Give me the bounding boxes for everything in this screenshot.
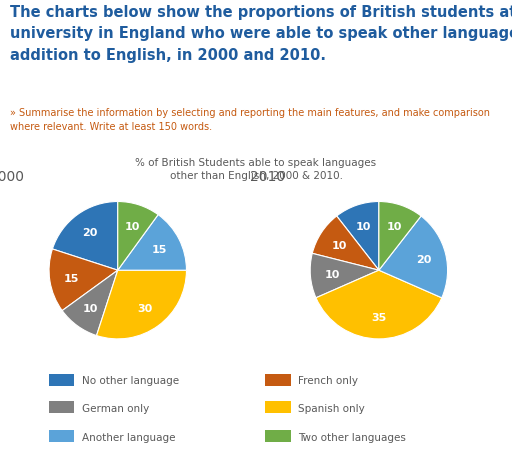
FancyBboxPatch shape: [49, 430, 74, 442]
Text: 10: 10: [387, 221, 402, 231]
Text: German only: German only: [82, 403, 149, 413]
FancyBboxPatch shape: [265, 374, 291, 386]
Text: 10: 10: [332, 240, 348, 250]
FancyBboxPatch shape: [49, 401, 74, 413]
Text: The charts below show the proportions of British students at one
university in E: The charts below show the proportions of…: [10, 5, 512, 63]
FancyBboxPatch shape: [265, 401, 291, 413]
Text: » Summarise the information by selecting and reporting the main features, and ma: » Summarise the information by selecting…: [10, 108, 490, 132]
Text: 30: 30: [138, 304, 153, 313]
Text: 35: 35: [371, 312, 387, 322]
Wedge shape: [118, 202, 158, 271]
Text: 10: 10: [325, 269, 340, 280]
Text: Another language: Another language: [82, 432, 175, 442]
Wedge shape: [62, 271, 118, 336]
Text: 15: 15: [64, 273, 79, 283]
Wedge shape: [316, 271, 442, 339]
Wedge shape: [118, 215, 186, 271]
Text: 10: 10: [82, 304, 98, 313]
Wedge shape: [52, 202, 118, 271]
Text: French only: French only: [298, 376, 358, 386]
Wedge shape: [337, 202, 379, 271]
FancyBboxPatch shape: [265, 430, 291, 442]
Wedge shape: [312, 216, 379, 271]
Text: 10: 10: [356, 221, 371, 231]
Text: 20: 20: [416, 254, 432, 264]
Text: Spanish only: Spanish only: [298, 403, 365, 413]
FancyBboxPatch shape: [49, 374, 74, 386]
Wedge shape: [310, 254, 379, 298]
Text: Two other languages: Two other languages: [298, 432, 406, 442]
Wedge shape: [379, 216, 447, 298]
Text: No other language: No other language: [82, 376, 179, 386]
Text: 10: 10: [124, 221, 140, 231]
Title: 2010: 2010: [250, 170, 285, 184]
Text: % of British Students able to speak languages
other than English, 2000 & 2010.: % of British Students able to speak lang…: [136, 158, 376, 181]
Text: 20: 20: [82, 228, 98, 238]
Title: 2000: 2000: [0, 170, 24, 184]
Wedge shape: [97, 271, 186, 339]
Text: 15: 15: [152, 244, 167, 254]
Wedge shape: [49, 249, 118, 311]
Wedge shape: [379, 202, 421, 271]
